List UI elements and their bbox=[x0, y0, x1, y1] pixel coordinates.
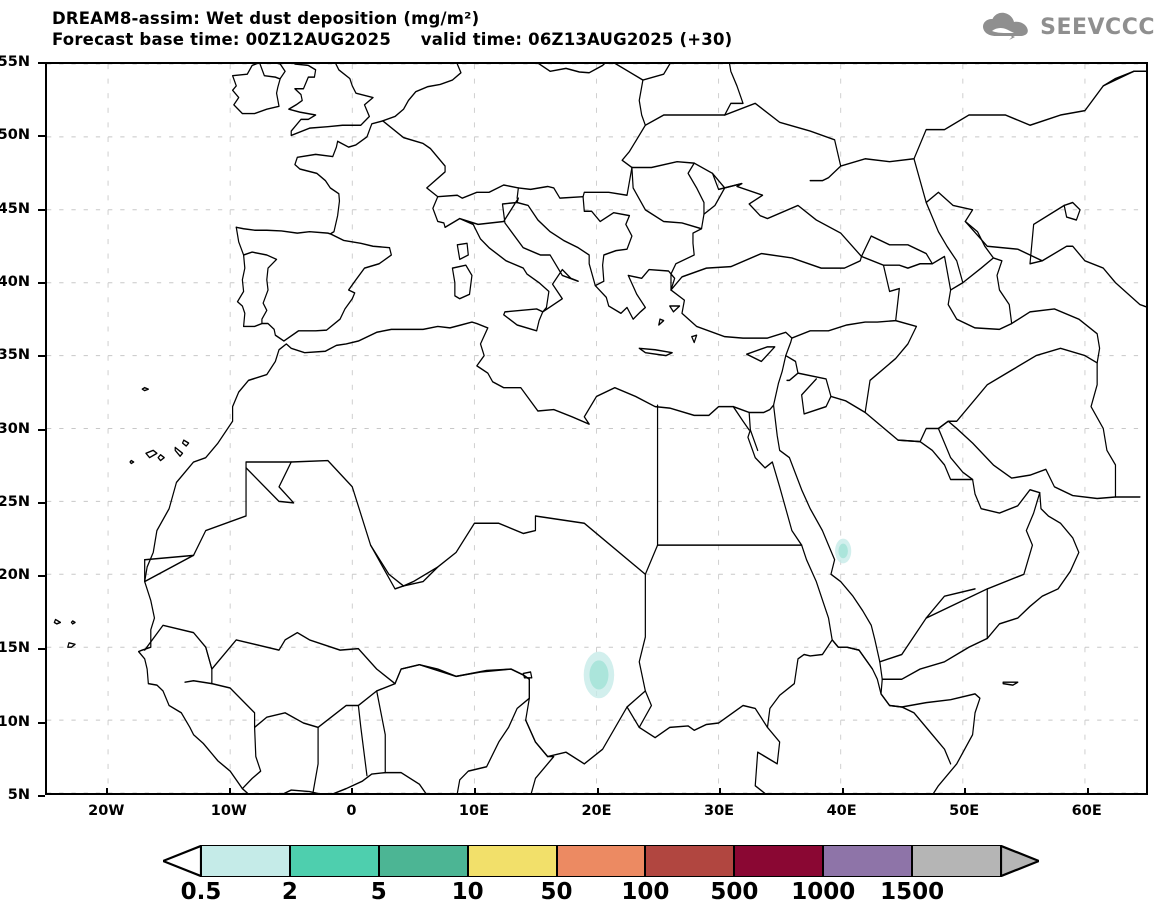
x-axis-tick bbox=[106, 788, 109, 795]
y-axis-tick bbox=[38, 62, 45, 64]
x-axis-tick bbox=[473, 788, 476, 795]
seevccc-logo: SEEVCCC bbox=[982, 12, 1155, 42]
colorbar-tick-label: 1500 bbox=[880, 879, 945, 905]
y-axis-label: 10N bbox=[0, 713, 30, 730]
chart-header: DREAM8-assim: Wet dust deposition (mg/m²… bbox=[0, 0, 1165, 60]
x-axis-label: 20E bbox=[581, 803, 612, 819]
y-axis-tick bbox=[38, 648, 45, 651]
y-axis-tick bbox=[38, 355, 45, 358]
chad-deposition-plume bbox=[583, 651, 615, 699]
x-axis-label: 40E bbox=[826, 803, 857, 819]
forecast-time-subtitle: Forecast base time: 00Z12AUG2025 valid t… bbox=[52, 30, 733, 49]
y-axis-label: 20N bbox=[0, 567, 30, 584]
y-axis-label: 5N bbox=[7, 787, 30, 803]
colorbar-band bbox=[912, 845, 1002, 877]
x-axis-label: 50E bbox=[949, 803, 980, 819]
colorbar-tick-label: 2 bbox=[281, 879, 298, 905]
colorbar-band bbox=[201, 845, 290, 877]
x-axis-tick bbox=[351, 788, 354, 795]
colorbar-band bbox=[556, 845, 646, 877]
y-axis-label: 55N bbox=[0, 54, 30, 70]
x-axis-label: 10W bbox=[210, 803, 247, 819]
colorbar-over-arrow bbox=[1001, 845, 1039, 877]
map-axes: 5N 10N 15N 20N 25N 30N 35N 40N 45N 50N 55N 20W 10W 0 1… bbox=[0, 54, 1148, 819]
colorbar-band bbox=[734, 845, 824, 877]
colorbar-tick-label: 100 bbox=[621, 879, 670, 905]
colorbar-band bbox=[823, 845, 913, 877]
map-gridlines bbox=[47, 64, 1146, 793]
y-axis-label: 15N bbox=[0, 640, 30, 657]
x-axis-tick bbox=[596, 788, 599, 795]
saudi-arabia-deposition-plume bbox=[835, 538, 852, 564]
colorbar-band bbox=[645, 845, 735, 877]
colorbar-under-arrow bbox=[163, 845, 201, 877]
x-axis-label: 10E bbox=[458, 803, 489, 819]
y-axis-label: 45N bbox=[0, 200, 30, 217]
y-axis-label: 30N bbox=[0, 420, 30, 437]
logo-text: SEEVCCC bbox=[1040, 14, 1155, 40]
cloud-icon bbox=[983, 12, 1028, 40]
y-axis-label: 50N bbox=[0, 127, 30, 144]
x-axis-label: 30E bbox=[704, 803, 735, 819]
y-axis-tick bbox=[38, 281, 45, 284]
colorbar-band bbox=[289, 845, 379, 877]
colorbar-tick-label: 1000 bbox=[791, 879, 856, 905]
map-canvas bbox=[47, 64, 1146, 793]
y-axis-tick bbox=[38, 721, 45, 724]
colorbar-tick-label: 500 bbox=[710, 879, 759, 905]
colorbar-tick-label: 0.5 bbox=[180, 879, 222, 905]
y-axis-tick bbox=[38, 501, 45, 504]
y-axis-tick bbox=[38, 208, 45, 211]
y-axis-tick bbox=[38, 795, 45, 797]
map-coastlines-borders bbox=[53, 64, 1146, 793]
colorbar[interactable]: 0.5 2 5 10 50 100 500 1000 1500 bbox=[163, 845, 1040, 905]
x-axis-tick bbox=[964, 788, 967, 795]
y-axis-tick bbox=[38, 428, 45, 431]
x-axis-tick bbox=[841, 788, 844, 795]
map-plot-area[interactable] bbox=[45, 62, 1148, 795]
page-title: DREAM8-assim: Wet dust deposition (mg/m²… bbox=[52, 9, 480, 28]
y-axis-tick bbox=[38, 135, 45, 138]
colorbar-band bbox=[378, 845, 468, 877]
colorbar-bands bbox=[201, 845, 1002, 877]
colorbar-tick-label: 10 bbox=[451, 879, 484, 905]
x-axis-tick bbox=[1086, 788, 1089, 795]
colorbar-tick-label: 50 bbox=[540, 879, 573, 905]
dust-deposition-contours bbox=[583, 538, 852, 699]
y-axis-label: 35N bbox=[0, 347, 30, 364]
colorbar-tick-label: 5 bbox=[370, 879, 387, 905]
y-axis-label: 40N bbox=[0, 273, 30, 290]
colorbar-band bbox=[467, 845, 557, 877]
x-axis-label: 20W bbox=[88, 803, 125, 819]
y-axis-tick bbox=[38, 575, 45, 578]
x-axis-label: 60E bbox=[1071, 803, 1102, 819]
x-axis-tick bbox=[719, 788, 722, 795]
y-axis-label: 25N bbox=[0, 493, 30, 510]
x-axis-tick bbox=[228, 788, 231, 795]
x-axis-label: 0 bbox=[346, 803, 357, 819]
